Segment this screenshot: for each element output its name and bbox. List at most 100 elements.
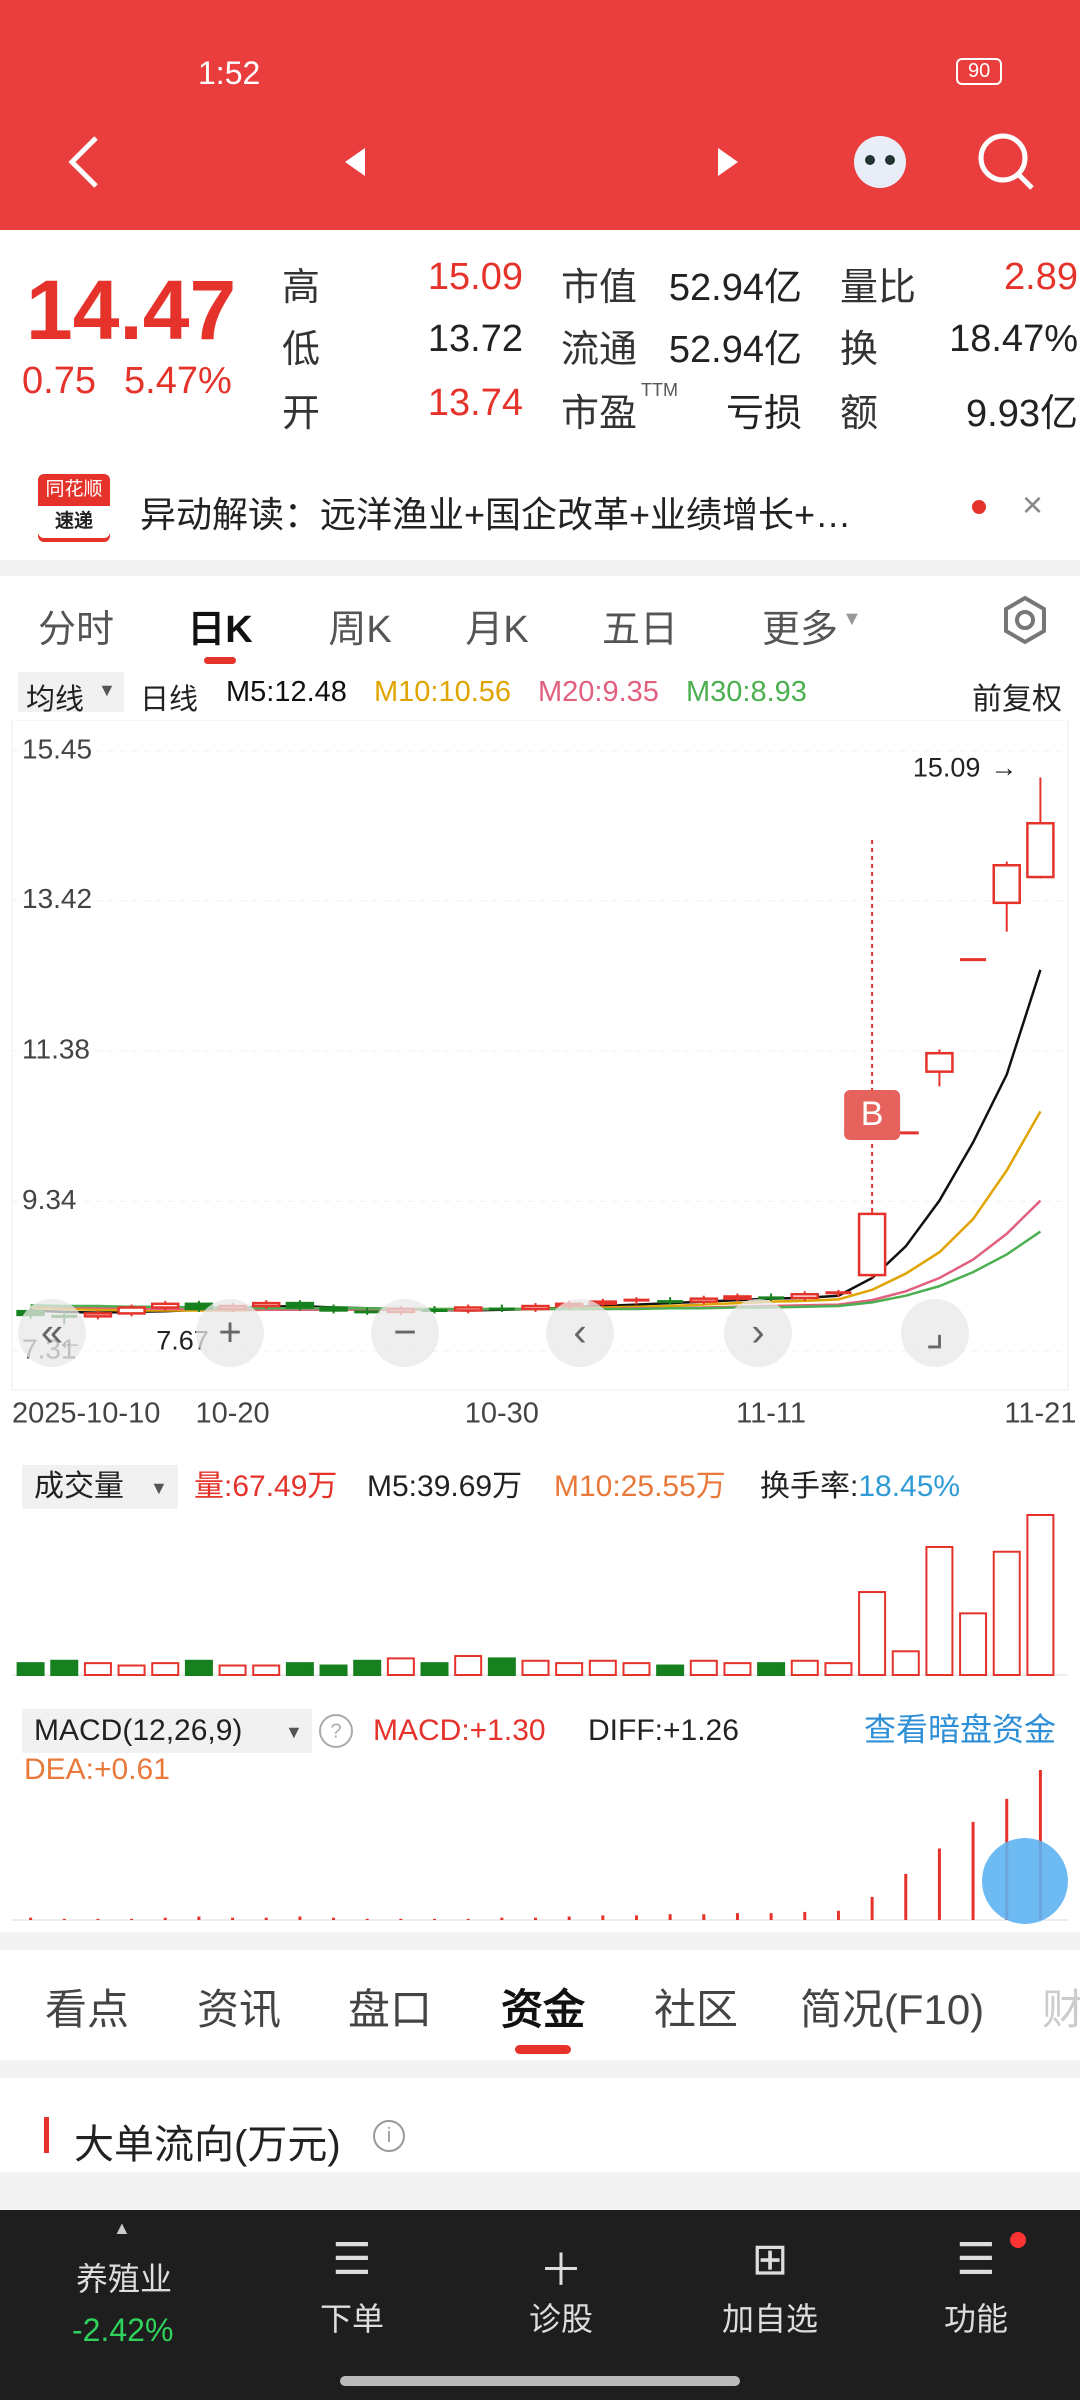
sector-name[interactable]: 养殖业 — [76, 2261, 173, 2297]
separator — [0, 2172, 1080, 2210]
notify-dot — [1010, 2232, 1026, 2248]
volume-bar — [184, 1659, 213, 1676]
macd-item: DEA:+0.61 — [24, 1753, 170, 1786]
prev-icon[interactable] — [345, 148, 365, 176]
volume-item-value: 18.45% — [858, 1470, 960, 1503]
assist-bulb[interactable] — [982, 1838, 1068, 1924]
chart-control[interactable] — [371, 1299, 439, 1367]
chart-tab[interactable]: 更多 — [761, 609, 839, 651]
candle-body — [723, 1295, 752, 1300]
separator — [0, 560, 1080, 576]
macd-selector[interactable] — [22, 1709, 312, 1753]
chart-tab[interactable]: 五日 — [601, 609, 679, 651]
stat-value: 15.09 — [427, 256, 523, 298]
volume-bar — [285, 1662, 314, 1677]
banner-source: 同花顺 — [45, 479, 103, 500]
info-tab[interactable]: 看点 — [44, 1986, 130, 2033]
buy-marker-text: B — [861, 1095, 884, 1133]
nav-icon: ☰ — [956, 2235, 996, 2284]
help-icon[interactable] — [319, 1714, 353, 1748]
ma-selector-arrow: ▼ — [98, 680, 116, 700]
candle-body — [790, 1292, 820, 1300]
nav-item[interactable]: 加自选 — [721, 2301, 819, 2337]
chart-control[interactable] — [18, 1299, 86, 1367]
volume-item-value: 67.49万 — [232, 1470, 337, 1503]
nav-item[interactable]: 功能 — [943, 2301, 1009, 2337]
sector-change: -2.42% — [72, 2312, 174, 2348]
change: 0.75 — [22, 360, 96, 402]
volume-bar — [790, 1659, 819, 1676]
nav-item[interactable]: 诊股 — [528, 2301, 594, 2337]
volume-chart: 成交量 ▼ 量: 67.49万 M5: 39.69万 M10: 25.55万 换手率: 18.45… — [12, 1465, 1068, 1677]
separator — [0, 2060, 1080, 2078]
info-tab[interactable]: 资金 — [500, 1986, 586, 2033]
chart-control[interactable] — [724, 1299, 792, 1367]
volume-bar — [83, 1662, 112, 1677]
robot-icon[interactable] — [854, 136, 906, 188]
volume-bar — [824, 1662, 853, 1677]
chart-control[interactable] — [901, 1299, 969, 1367]
ma-item: M10:10.56 — [374, 676, 512, 708]
x-tick-label: 2025-10-10 — [12, 1398, 160, 1430]
section-bar — [44, 2117, 49, 2153]
volume-selector[interactable] — [22, 1465, 178, 1509]
nav-icon: ⊞ — [751, 2235, 789, 2284]
volume-bar — [319, 1664, 348, 1677]
volume-bar — [117, 1664, 146, 1677]
selector-arrow: ▼ — [285, 1722, 303, 1742]
nav-item[interactable]: 下单 — [319, 2301, 385, 2337]
candle-body — [1026, 821, 1055, 879]
tab-underline — [204, 657, 236, 664]
volume-item-label: M5: — [367, 1470, 417, 1503]
ma-selector-text: 均线 — [26, 684, 85, 716]
stat-label: 换 — [840, 329, 879, 371]
volume-bar — [151, 1662, 180, 1677]
chart-control[interactable] — [196, 1299, 264, 1367]
candle-body — [453, 1306, 483, 1312]
stat-value: 13.74 — [427, 382, 523, 424]
ma-selector[interactable] — [18, 672, 124, 712]
ma-line — [30, 969, 1042, 1314]
banner-close[interactable]: × — [1022, 484, 1044, 525]
candle-body — [251, 1301, 281, 1308]
stat-value: 2.89 — [1004, 256, 1078, 298]
chart-tab[interactable]: 月K — [465, 609, 529, 651]
kline-chart: 15.4513.4211.389.347.312025-10-1010-2010… — [11, 720, 1076, 1430]
candle-body — [857, 1212, 887, 1277]
chart-tab[interactable]: 分时 — [37, 609, 115, 651]
chart-control-icon: − — [393, 1311, 416, 1355]
info-tab[interactable]: 资讯 — [196, 1986, 282, 2033]
search-icon[interactable] — [978, 133, 1028, 183]
stat-label: 量比 — [840, 267, 917, 309]
candle-body — [83, 1312, 113, 1318]
chart-control-icon: ⌟ — [926, 1311, 945, 1355]
chart-tab[interactable]: 周K — [328, 609, 392, 651]
candle-body — [150, 1302, 180, 1309]
info-tab[interactable]: 简况(F10) — [799, 1986, 985, 2033]
stat-label: 低 — [282, 329, 321, 371]
macd-item: MACD:+1.30 — [373, 1714, 546, 1747]
macd-link[interactable]: 查看暗盘资金 — [864, 1711, 1056, 1747]
ma-adjust[interactable]: 前复权 — [972, 683, 1062, 716]
volume-item-value: 25.55万 — [621, 1470, 726, 1503]
chart-control[interactable] — [546, 1299, 614, 1367]
candle-body — [285, 1301, 315, 1309]
chart-control-icon: + — [218, 1311, 241, 1355]
nav-icon: ＋ — [539, 2246, 583, 2295]
settings-icon[interactable] — [995, 590, 1055, 650]
volume-item-label: 量: — [194, 1470, 232, 1503]
back-icon[interactable] — [68, 136, 98, 188]
candle-body — [925, 1051, 954, 1073]
info-tab[interactable]: 盘口 — [347, 1986, 433, 2033]
ma-line — [30, 1230, 1042, 1311]
next-icon[interactable] — [718, 148, 738, 176]
candle-body — [319, 1306, 348, 1312]
info-icon[interactable]: i — [373, 2120, 405, 2152]
ma-item: M20:9.35 — [538, 676, 659, 708]
chart-tab[interactable]: 日K — [187, 609, 253, 651]
info-tab[interactable]: 财 — [1041, 1986, 1080, 2033]
info-tab[interactable]: 社区 — [653, 1986, 739, 2033]
banner-dot — [972, 500, 986, 514]
stat-value: 亏损 — [725, 393, 802, 435]
